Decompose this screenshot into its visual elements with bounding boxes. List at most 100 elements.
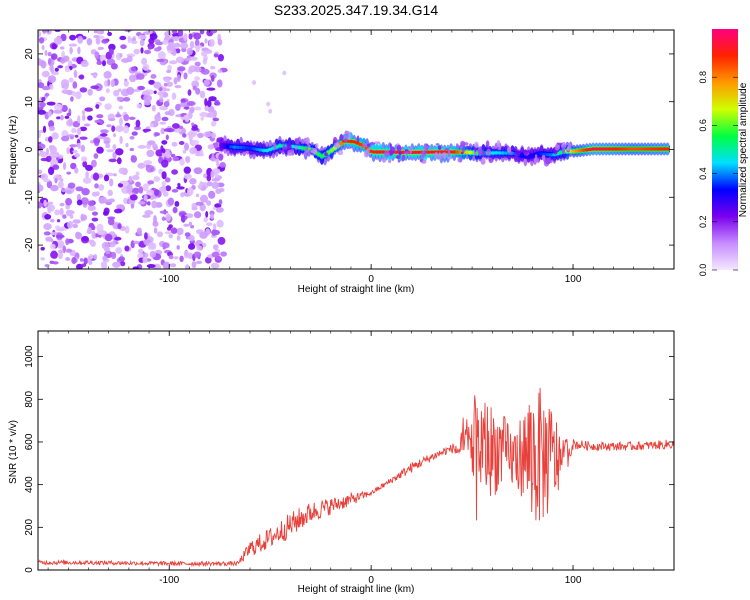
noise-speckle [123,114,130,122]
noise-speckle [171,141,178,147]
noise-speckle [197,132,204,139]
noise-speckle [194,76,201,81]
ridge-lobe [486,148,491,156]
colorbar-tick-label: 0.4 [698,167,708,180]
noise-speckle [60,46,65,50]
noise-speckle [138,186,144,194]
noise-speckle [123,125,130,134]
top-x-axis-label: Height of straight line (km) [298,284,415,295]
noise-speckle [119,136,123,144]
noise-speckle [104,233,113,242]
noise-speckle [164,177,171,183]
noise-speckle [107,217,115,226]
noise-speckle [42,30,48,33]
noise-speckle [208,96,217,102]
noise-speckle [113,173,117,177]
noise-speckle [80,214,88,221]
noise-speckle [135,171,140,176]
noise-speckle [161,181,166,187]
noise-speckle [142,256,148,264]
noise-speckle [81,156,88,162]
noise-speckle [69,46,73,55]
noise-speckle [46,180,53,189]
ridge-lobe [347,146,352,149]
noise-speckle [69,144,78,148]
y-tick-label: 400 [24,476,35,493]
y-tick-label: -10 [24,190,35,205]
noise-speckle [191,80,200,88]
noise-speckle [202,57,207,65]
ridge-lobe [294,138,300,145]
noise-speckle [186,101,196,106]
ridge-lobe [398,151,402,156]
snr-plot-area [38,331,674,570]
noise-speckle [112,151,117,160]
noise-speckle [136,103,142,109]
ridge-lobe [366,143,371,147]
noise-speckle [130,155,137,163]
noise-speckle [127,35,132,44]
noise-speckle [114,236,122,241]
noise-speckle [58,251,63,260]
noise-speckle [93,254,98,260]
noise-speckle [205,256,212,264]
noise-speckle [204,105,209,112]
noise-speckle [49,126,55,132]
noise-speckle [156,231,163,238]
bottom-x-ticks: -100 0 100 [47,331,675,586]
x-tick-label: 100 [565,575,582,586]
noise-speckle [132,187,140,194]
noise-speckle [154,132,161,137]
noise-speckle [184,142,189,151]
noise-speckle [75,91,82,100]
noise-speckle [216,161,220,167]
noise-speckle [126,184,133,192]
noise-speckle [118,167,126,175]
noise-speckle [168,224,173,229]
noise-speckle [87,88,93,96]
noise-speckle [62,214,67,219]
noise-speckle [114,208,123,214]
noise-speckle [137,34,147,40]
noise-speckle [146,149,155,158]
noise-speckle [112,261,121,268]
snr-frame [37,330,675,571]
noise-speckle [115,125,124,132]
colorbar-tick-label: 0.2 [698,216,708,229]
noise-speckle [210,65,216,70]
noise-speckle [179,43,189,49]
noise-speckle [199,181,203,189]
noise-speckle [109,241,116,248]
noise-speckle [130,40,138,44]
noise-speckle [143,160,153,165]
noise-speckle [50,218,55,223]
top-y-ticks: -20 -10 0 10 20 [24,48,674,252]
noise-speckle [91,230,96,239]
noise-speckle [87,255,91,264]
noise-speckle [105,88,110,94]
noise-speckle [42,125,47,133]
noise-speckle [60,57,66,64]
noise-speckle [102,60,106,67]
noise-speckle [106,198,115,203]
noise-speckle [196,245,203,251]
x-tick-label: 0 [368,274,374,285]
noise-speckle [172,156,179,162]
y-tick-label: 1000 [24,345,35,368]
colorbar-ticks: 0.0 0.2 0.4 0.6 0.8 [698,71,738,276]
noise-speckle [62,82,69,90]
noise-speckle [165,150,171,159]
ridge-lobe [278,150,285,153]
noise-speckle [75,231,81,238]
noise-speckle [185,155,191,164]
noise-speckle [57,65,63,69]
colorbar-tick-label: 0.8 [698,71,708,84]
top-x-ticks: -100 0 100 [47,30,675,285]
noise-speckle [190,139,200,146]
noise-speckle [143,49,152,55]
noise-speckle [153,90,157,94]
noise-speckle [38,152,41,157]
noise-speckle [173,127,182,133]
